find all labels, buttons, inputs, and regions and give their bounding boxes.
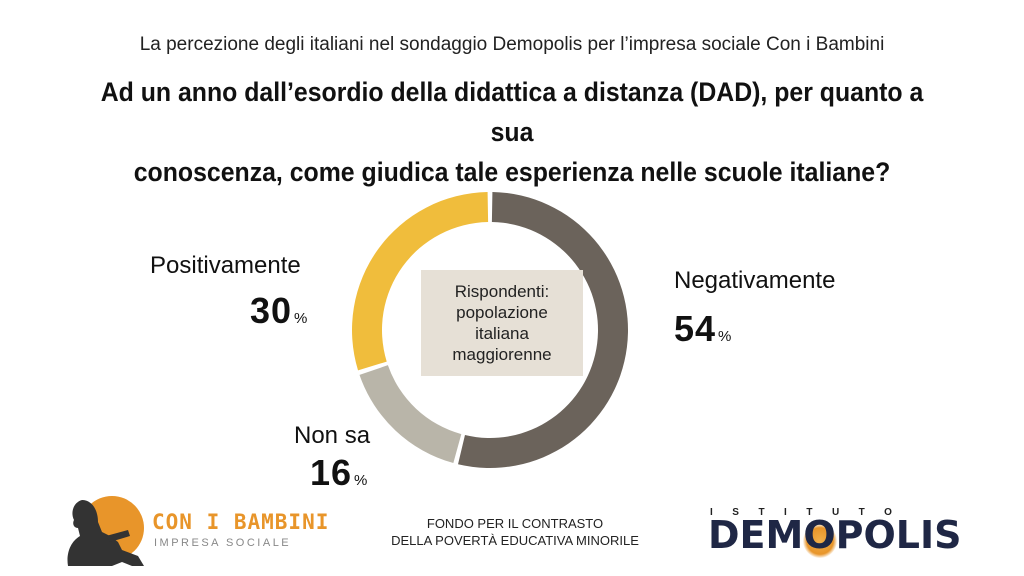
value-non-sa-number: 16	[310, 452, 353, 493]
center-line-1: Rispondenti:	[454, 282, 550, 301]
child-reading-silhouette	[67, 500, 144, 566]
istituto-text: ISTITUTO	[710, 507, 912, 518]
value-positivamente-number: 30	[250, 290, 293, 331]
book-icon	[106, 530, 130, 542]
center-line-3: italiana	[475, 324, 529, 343]
survey-question: Ad un anno dall’esordio della didattica …	[96, 72, 928, 192]
center-line-2: popolazione	[456, 303, 548, 322]
demopolis-sun-icon	[803, 524, 837, 558]
value-positivamente: 30%	[250, 290, 307, 332]
survey-subtitle: La percezione degli italiani nel sondagg…	[139, 34, 885, 55]
fondo-text: FONDO PER IL CONTRASTO DELLA POVERTÀ EDU…	[360, 515, 670, 549]
value-negativamente: 54%	[674, 308, 731, 350]
respondents-box: Rispondenti: popolazione italiana maggio…	[421, 270, 583, 376]
question-line-2: conoscenza, come giudica tale esperienza…	[133, 157, 891, 187]
con-i-bambini-title: CON I BAMBINI	[152, 510, 330, 534]
label-non-sa: Non sa	[294, 422, 371, 449]
pct-non-sa: %	[354, 472, 368, 489]
pct-negativamente: %	[718, 328, 732, 345]
value-non-sa: 16%	[310, 452, 367, 494]
donut-slice-positivamente	[352, 192, 489, 371]
con-i-bambini-logo	[67, 496, 144, 566]
center-line-4: maggiorenne	[452, 345, 552, 364]
fondo-line-1: FONDO PER IL CONTRASTO	[426, 516, 604, 531]
value-negativamente-number: 54	[674, 308, 717, 349]
label-positivamente: Positivamente	[150, 252, 301, 279]
donut-chart	[352, 192, 629, 469]
donut-slice-non-sa	[359, 365, 462, 464]
fondo-line-2: DELLA POVERTÀ EDUCATIVA MINORILE	[391, 533, 639, 548]
question-line-1: Ad un anno dall’esordio della didattica …	[100, 77, 924, 147]
label-negativamente: Negativamente	[674, 267, 836, 294]
pct-positivamente: %	[294, 310, 308, 327]
demopolis-logo: DEMOPOLIS	[708, 513, 962, 557]
con-i-bambini-subtitle: IMPRESA SOCIALE	[154, 537, 292, 549]
donut-slice-negativamente	[458, 192, 629, 469]
